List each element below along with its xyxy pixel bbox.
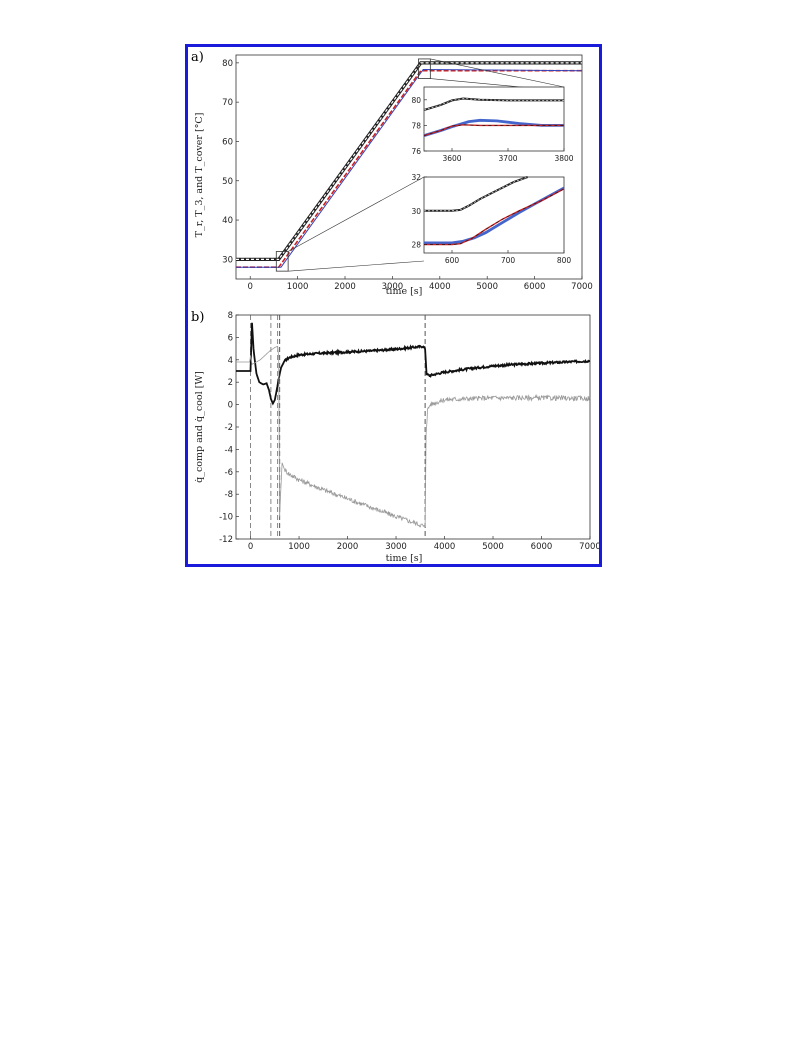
chart-a-inset-1-plot-frame [423, 176, 565, 254]
chart-a-y-axis-label: T_r, T_3, and T_cover [°C] [194, 113, 205, 238]
chart-b-y-tick-label: -6 [225, 468, 233, 478]
chart-b-series-0 [236, 322, 591, 406]
chart-a-y-tick-label: 80 [222, 59, 233, 69]
chart-b-x-tick-label: 4000 [434, 542, 456, 552]
chart-a-inset-0-series-2-dash [423, 124, 564, 136]
chart-b-x-tick-label: 0 [248, 542, 253, 552]
chart-a-series-0-dash [236, 62, 582, 260]
chart-b-y-tick-label: 2 [228, 378, 233, 388]
chart-a-inset-0-y-tick-label: 78 [411, 121, 421, 130]
chart-a-inset-0-x-tick-label: 3800 [554, 154, 573, 163]
chart-a-y-tick-label: 30 [222, 255, 233, 265]
chart-a-y-tick-label: 70 [222, 98, 233, 108]
chart-b-y-tick-label: -2 [225, 423, 233, 433]
chart-b-y-tick-label: 6 [228, 333, 233, 343]
chart-a-inset-0-x-tick-label: 3700 [498, 154, 517, 163]
chart-b-y-tick-label: -12 [219, 535, 233, 545]
chart-a-inset-1-y-tick-label: 28 [411, 241, 421, 250]
chart-b-y-tick-label: 8 [228, 311, 233, 321]
chart-a-zoom-box [275, 251, 289, 272]
chart-a-x-tick-label: 7000 [571, 282, 593, 292]
chart-b-x-tick-label: 6000 [531, 542, 553, 552]
chart-a-x-tick-label: 4000 [429, 282, 451, 292]
chart-a-inset-1-series-0-dash [424, 176, 528, 212]
chart-a-inset-0-x-tick-label: 3600 [442, 154, 461, 163]
chart-a-inset-1-x-tick-label: 700 [501, 256, 516, 265]
figure-frame: a) b) 0 1000 2000 3000 4000 5000 6000 7000 30 40 5… [185, 44, 602, 567]
chart-b: 0 1000 2000 3000 4000 5000 6000 7000 -12 -10 -8 -6 -… [219, 311, 599, 552]
chart-a-x-tick-label: 2000 [334, 282, 356, 292]
chart-b-x-tick-label: 2000 [337, 542, 359, 552]
chart-b-y-tick-label: 0 [228, 401, 233, 411]
chart-a-inset-0-series-0-dash [423, 98, 564, 111]
chart-b-x-tick-label: 5000 [482, 542, 504, 552]
chart-a-connector-line [287, 176, 425, 252]
chart-a-inset-1-x-tick-label: 600 [445, 256, 460, 265]
chart-a-x-tick-label: 6000 [524, 282, 546, 292]
chart-a-y-tick-label: 50 [222, 177, 233, 187]
chart-a-x-tick-label: 3000 [382, 282, 404, 292]
chart-b-y-tick-label: -4 [225, 445, 233, 455]
chart-a-x-tick-label: 1000 [287, 282, 309, 292]
chart-a-zoom-box [418, 58, 431, 79]
chart-a-inset-bg [424, 87, 564, 151]
chart-a-x-tick-label: 5000 [476, 282, 498, 292]
chart-a-x-tick-label: 0 [248, 282, 253, 292]
chart-a-inset-1-y-tick-label: 30 [411, 207, 421, 216]
chart-b-x-tick-label: 1000 [288, 542, 310, 552]
chart-b-series-1 [236, 345, 591, 528]
chart-a-series-2 [236, 68, 583, 268]
chart-a-inset-0-y-tick-label: 80 [411, 96, 421, 105]
chart-a-inset-0-y-tick-label: 76 [411, 147, 421, 156]
chart-a-inset-1-series-2-dash [424, 188, 565, 245]
chart-a-inset-1-y-tick-label: 32 [411, 173, 421, 182]
panel-a-label: a) [191, 50, 204, 65]
chart-b-y-axis-label: q̇_comp and q̇_cool [W] [194, 371, 205, 483]
chart-a-inset-1-x-tick-label: 800 [557, 256, 572, 265]
chart-b-y-tick-label: 4 [228, 356, 233, 366]
chart-b-x-tick-label: 7000 [579, 542, 599, 552]
panel-b-label: b) [191, 310, 204, 325]
figure-svg: a) b) 0 1000 2000 3000 4000 5000 6000 700030405… [191, 50, 599, 564]
chart-b-y-tick-label: -8 [225, 490, 233, 500]
chart-b-y-tick-label: -10 [219, 513, 233, 523]
chart-b-x-axis-label: time [s] [386, 553, 423, 564]
chart-a-y-tick-label: 60 [222, 137, 233, 147]
chart-a-plot-frame [235, 54, 583, 280]
chart-a-y-tick-label: 40 [222, 216, 233, 226]
chart-a-x-axis-label: time [s] [386, 286, 423, 297]
chart-a-inset-0-plot-frame [423, 86, 565, 152]
chart-a: 0 1000 2000 3000 4000 5000 6000 7000 30 40 50 60 70 8… [222, 54, 593, 292]
chart-b-x-tick-label: 3000 [385, 542, 407, 552]
chart-b-plot-frame [235, 314, 591, 540]
chart-a-connector-line [430, 58, 565, 88]
chart-a-connector-line [288, 260, 425, 272]
chart-a-inset-bg [424, 177, 564, 253]
